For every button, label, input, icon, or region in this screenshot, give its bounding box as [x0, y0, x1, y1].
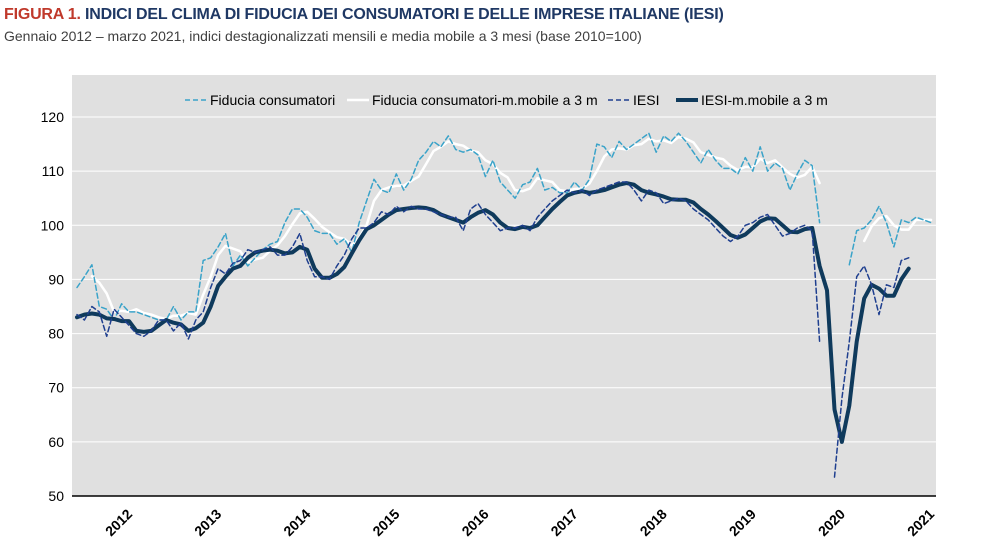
- legend-label-2: IESI: [633, 92, 659, 108]
- y-tick-label: 110: [42, 163, 65, 179]
- series-line-2: [76, 181, 910, 478]
- x-tick-label: 2016: [458, 506, 491, 539]
- y-tick-label: 60: [48, 434, 64, 450]
- x-tick-label: 2019: [726, 506, 759, 539]
- x-tick-label: 2018: [637, 506, 670, 539]
- chart-subtitle: Gennaio 2012 – marzo 2021, indici destag…: [4, 28, 642, 44]
- x-tick-label: 2015: [369, 506, 402, 539]
- y-tick-label: 120: [41, 109, 65, 125]
- plot-area: [72, 75, 936, 496]
- figure-label: FIGURA 1.: [4, 6, 81, 23]
- gridlines: [72, 116, 936, 443]
- y-tick-label: 100: [41, 217, 65, 233]
- legend-label-3: IESI-m.mobile a 3 m: [701, 92, 828, 108]
- legend: Fiducia consumatori Fiducia consumatori-m…: [185, 92, 828, 108]
- y-tick-label: 50: [48, 488, 64, 504]
- x-tick-label: 2013: [191, 506, 224, 539]
- x-tick-label: 2014: [280, 506, 313, 539]
- series-line-0: [76, 132, 932, 321]
- x-axis: 2012 2013 2014 2015 2016 2017 2018 2019 2020 2021: [102, 506, 938, 539]
- y-tick-label: 70: [48, 380, 64, 396]
- chart-title: FIGURA 1. INDICI DEL CLIMA DI FIDUCIA DE…: [4, 6, 724, 24]
- x-tick-label: 2020: [815, 506, 848, 539]
- legend-label-1: Fiducia consumatori-m.mobile a 3 m: [372, 92, 598, 108]
- x-tick-label: 2017: [547, 506, 580, 539]
- series-line-3: [75, 181, 911, 444]
- chart-title-text: INDICI DEL CLIMA DI FIDUCIA DEI CONSUMAT…: [84, 6, 724, 23]
- y-tick-label: 80: [48, 326, 64, 342]
- y-axis: 50 60 70 80 90 100 110 120: [41, 109, 936, 504]
- legend-label-0: Fiducia consumatori: [210, 92, 335, 108]
- x-tick-label: 2021: [904, 506, 937, 539]
- x-tick-label: 2012: [102, 506, 135, 539]
- series-line-1: [90, 135, 933, 321]
- y-tick-label: 90: [48, 271, 64, 287]
- series-layer: [75, 132, 933, 478]
